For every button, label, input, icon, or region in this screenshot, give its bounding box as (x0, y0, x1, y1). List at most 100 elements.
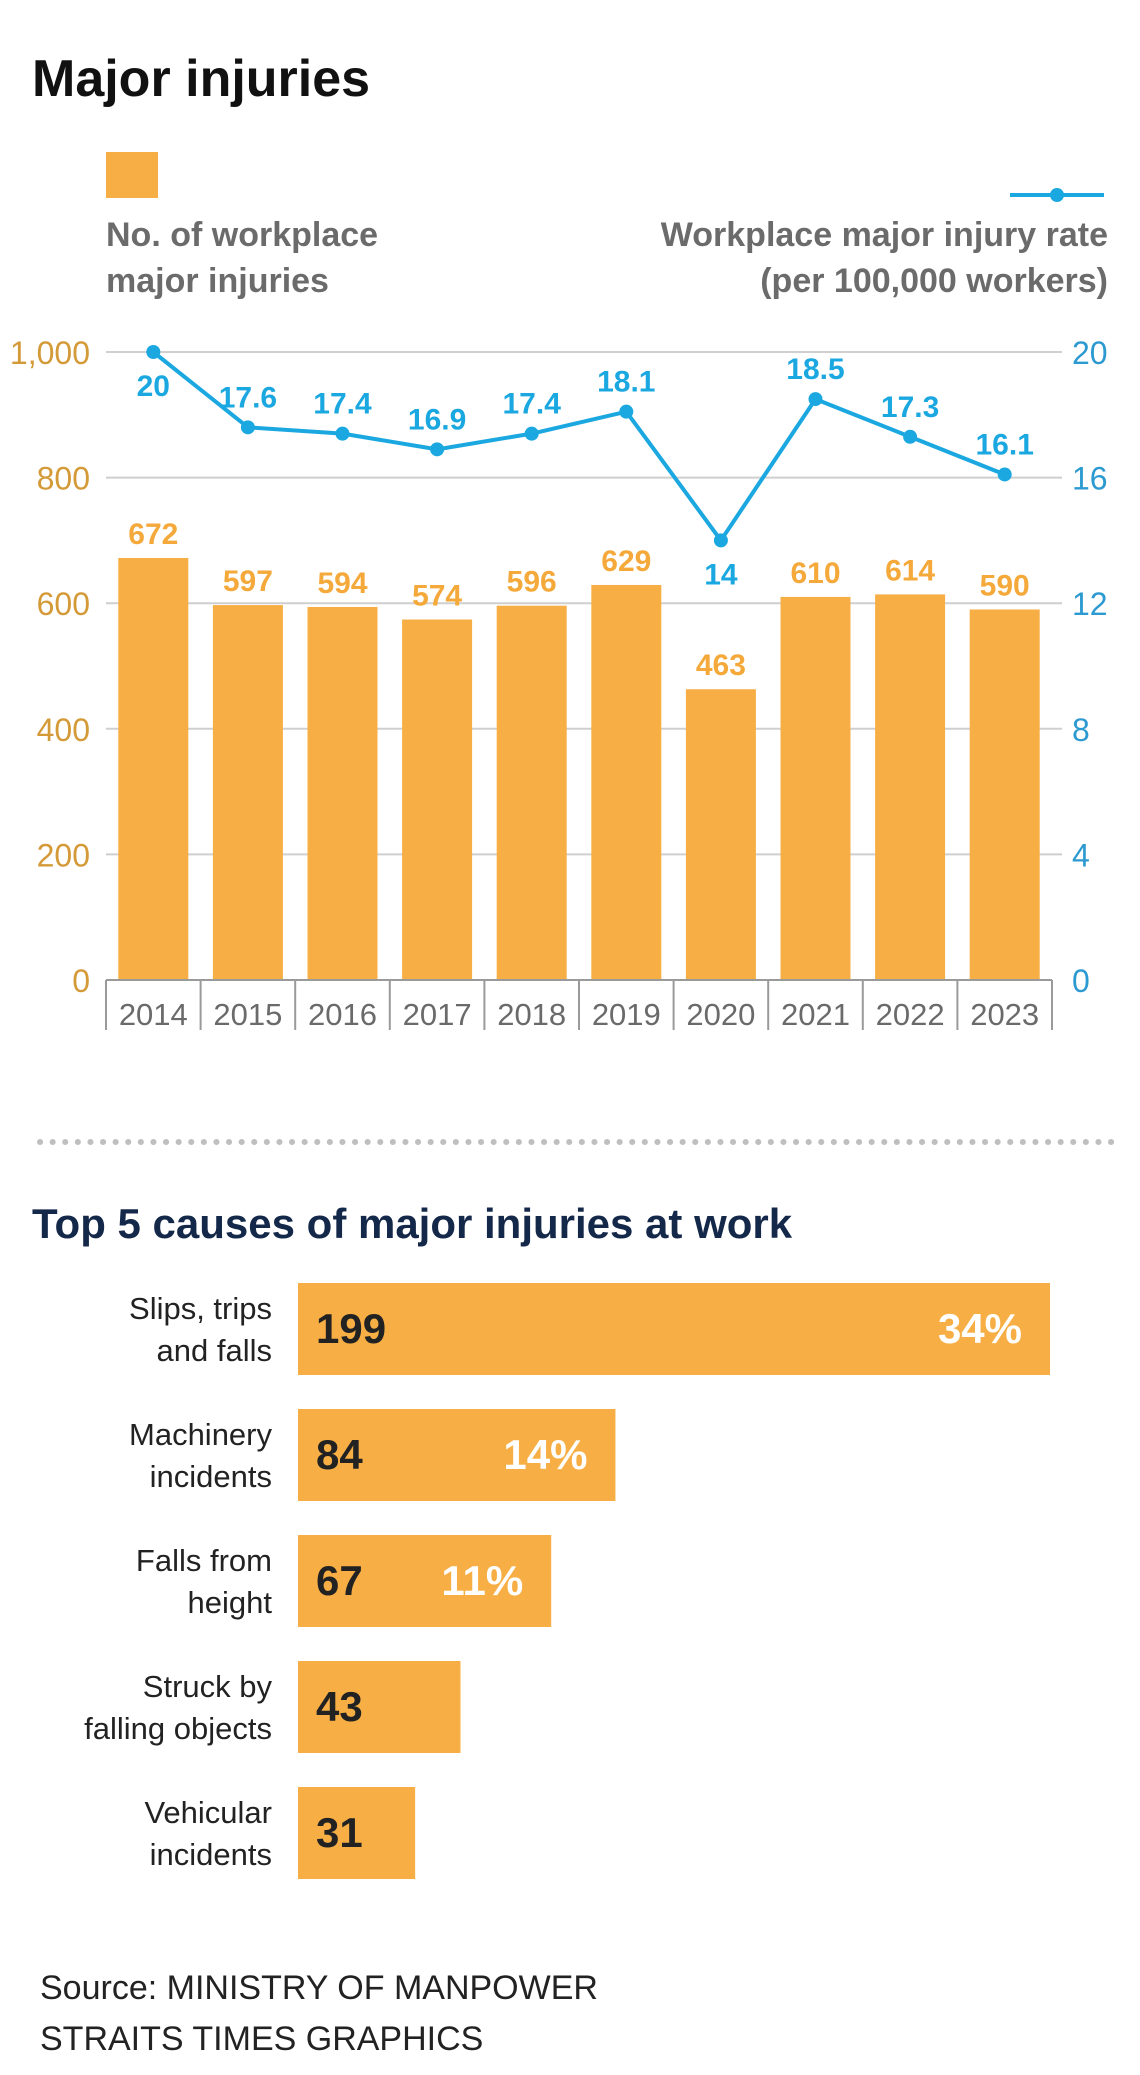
cause-label-line2: and falls (157, 1333, 272, 1368)
cause-value-label: 31 (316, 1809, 363, 1856)
line-value-labels: 20 17.6 17.4 16.9 17.4 18.1 14 18.5 17.3 16.1 (137, 353, 1034, 591)
bar-value-label: 672 (128, 518, 178, 551)
rate-value-label: 18.1 (597, 366, 655, 399)
bar-value-label: 596 (507, 566, 557, 599)
bar (118, 557, 189, 980)
causes-chart-title: Top 5 causes of major injuries at work (32, 1200, 793, 1247)
cause-label-line1: Slips, trips (129, 1291, 272, 1326)
left-axis-tick-label: 0 (72, 963, 90, 999)
legend-line-dot (1050, 188, 1064, 202)
bar (969, 609, 1040, 980)
x-axis-tick-label: 2016 (308, 997, 377, 1032)
legend-bar-label-line1: No. of workplace (106, 216, 378, 254)
legend-line-label-line2: (per 100,000 workers) (760, 262, 1108, 300)
cause-bar (298, 1787, 416, 1879)
source-line: Source: MINISTRY OF MANPOWER (40, 1969, 598, 2007)
bar (780, 596, 851, 980)
legend-line-label-line1: Workplace major injury rate (661, 216, 1108, 254)
right-axis: 0 4 8 12 16 20 (1072, 335, 1108, 999)
rate-point (430, 442, 445, 457)
bar-value-label: 614 (885, 554, 935, 587)
cause-value-label: 84 (316, 1431, 363, 1478)
right-axis-tick-label: 20 (1072, 335, 1108, 371)
cause-label-line2: falling objects (84, 1711, 272, 1746)
bar-value-label: 597 (223, 565, 273, 598)
bar (402, 619, 473, 980)
chart-title: Major injuries (32, 50, 370, 108)
rate-value-label: 16.1 (976, 428, 1034, 461)
legend-bar-swatch (106, 152, 158, 198)
bar-value-label: 463 (696, 649, 746, 682)
rate-value-label: 17.4 (313, 388, 372, 421)
bar (307, 606, 378, 980)
rate-point (524, 426, 539, 441)
cause-value-label: 67 (316, 1557, 363, 1604)
rate-point (146, 345, 161, 359)
x-axis-tick-label: 2015 (213, 997, 282, 1032)
rate-point (808, 392, 823, 407)
rate-point (335, 426, 350, 441)
bar-value-labels: 672 597 594 574 596 629 463 610 614 590 (128, 518, 1029, 682)
cause-label-line1: Vehicular (144, 1795, 272, 1830)
rate-point (903, 429, 918, 444)
left-axis-tick-label: 800 (37, 461, 90, 497)
credit-line: STRAITS TIMES GRAPHICS (40, 2020, 483, 2058)
left-axis-tick-label: 600 (37, 586, 90, 622)
cause-bar (298, 1409, 616, 1501)
cause-bar (298, 1283, 1050, 1375)
cause-percent-label: 34% (938, 1305, 1022, 1352)
rate-value-label: 17.4 (503, 388, 562, 421)
cause-percent-label: 11% (441, 1557, 523, 1604)
cause-label-line1: Struck by (143, 1669, 273, 1704)
x-axis-tick-label: 2018 (497, 997, 566, 1032)
legend-bar-label-line2: major injuries (106, 262, 329, 300)
left-axis-tick-label: 200 (37, 837, 90, 873)
bar (875, 594, 946, 980)
bar (591, 584, 662, 980)
x-axis: 2014 2015 2016 2017 2018 2019 2020 2021 2022 2023 (105, 979, 1053, 1032)
bar (212, 605, 283, 980)
right-axis-tick-label: 16 (1072, 461, 1108, 497)
bar-value-label: 590 (980, 569, 1030, 602)
bar (496, 605, 567, 980)
cause-label-line1: Falls from (136, 1543, 272, 1578)
rate-value-label: 16.9 (408, 403, 466, 436)
causes-bar-chart: Slips, trips and falls 199 34% Machinery inci… (84, 1283, 1050, 1879)
rate-value-label: 18.5 (786, 353, 844, 386)
x-axis-tick-label: 2014 (119, 997, 188, 1032)
rate-value-label: 20 (137, 370, 170, 403)
x-axis-tick-label: 2021 (781, 997, 850, 1032)
cause-label-line2: incidents (150, 1459, 272, 1494)
bar-value-label: 610 (790, 557, 840, 590)
rate-point (713, 533, 728, 548)
cause-label-line1: Machinery (129, 1417, 272, 1452)
cause-bar (298, 1661, 461, 1753)
rate-line (152, 350, 1006, 543)
right-axis-tick-label: 12 (1072, 586, 1108, 622)
cause-value-label: 43 (316, 1683, 363, 1730)
bar-series (118, 557, 1040, 980)
line-series (146, 345, 1012, 548)
rate-point (619, 404, 634, 419)
bar-value-label: 574 (412, 580, 462, 613)
rate-value-label: 17.6 (219, 381, 277, 414)
right-axis-tick-label: 8 (1072, 712, 1090, 748)
rate-point (240, 420, 255, 435)
x-axis-tick-label: 2022 (876, 997, 945, 1032)
bar (685, 689, 756, 980)
right-axis-tick-label: 0 (1072, 963, 1090, 999)
rate-point (997, 467, 1012, 482)
x-axis-tick-label: 2017 (403, 997, 472, 1032)
left-axis-tick-label: 1,000 (10, 335, 90, 371)
cause-label-line2: incidents (150, 1837, 272, 1872)
cause-label-line2: height (188, 1585, 273, 1620)
rate-value-label: 14 (704, 558, 738, 591)
x-axis-tick-label: 2023 (970, 997, 1039, 1032)
cause-percent-label: 14% (503, 1431, 587, 1478)
x-axis-tick-label: 2020 (686, 997, 755, 1032)
left-axis: 0 200 400 600 800 1,000 (10, 335, 90, 999)
bar-value-label: 594 (317, 567, 367, 600)
cause-value-label: 199 (316, 1305, 386, 1352)
